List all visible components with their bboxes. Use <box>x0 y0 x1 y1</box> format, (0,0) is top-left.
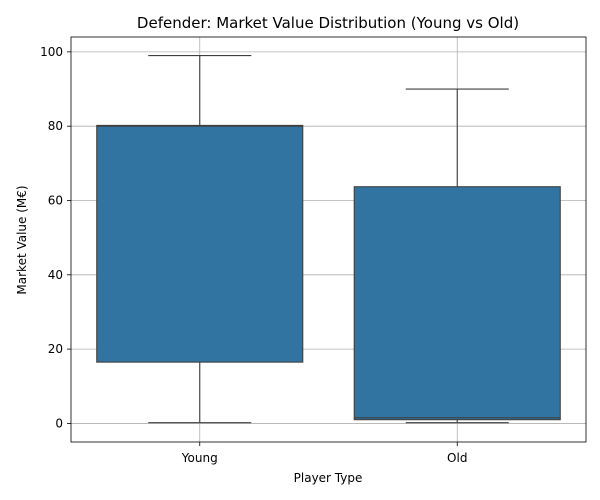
chart-title: Defender: Market Value Distribution (You… <box>137 14 519 32</box>
y-tick-label: 60 <box>48 193 63 207</box>
box-body <box>96 124 304 363</box>
y-tick-label: 80 <box>48 119 63 133</box>
box-old <box>353 88 561 424</box>
plot-frame <box>70 36 587 443</box>
axes <box>67 36 587 446</box>
tick-labels: 0 20 40 60 80 100 Young Old <box>40 45 467 465</box>
y-tick-label: 20 <box>48 342 63 356</box>
y-tick-label: 100 <box>40 45 63 59</box>
box-body <box>353 186 561 421</box>
y-axis-title: Market Value (M€) <box>15 185 29 294</box>
x-axis-title: Player Type <box>294 471 363 485</box>
box-young <box>96 55 304 424</box>
box-series <box>96 55 561 424</box>
x-tick-label: Young <box>181 451 218 465</box>
y-tick-label: 40 <box>48 268 63 282</box>
y-tick-label: 0 <box>55 416 63 430</box>
x-tick-label: Old <box>447 451 467 465</box>
